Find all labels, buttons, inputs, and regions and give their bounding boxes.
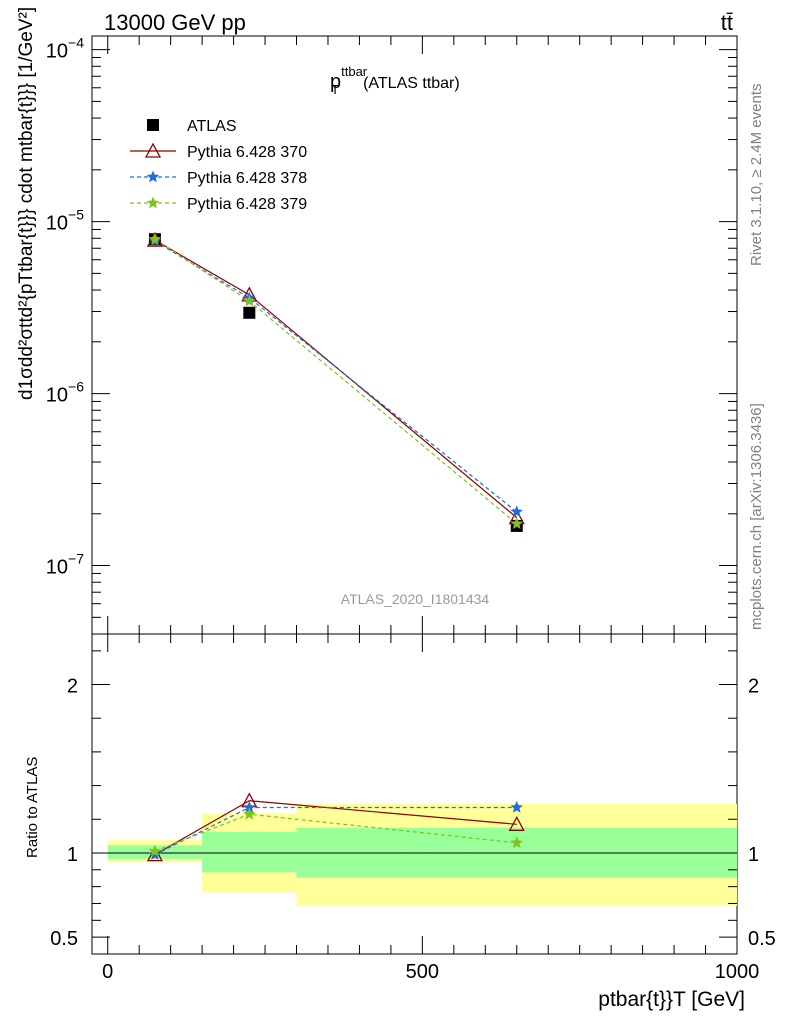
ratio-point-s1-2 xyxy=(508,815,525,831)
rivet-version-label: Rivet 3.1.10, ≥ 2.4M events xyxy=(748,84,765,267)
header-energy-label: 13000 GeV pp xyxy=(104,10,246,35)
main-point-s3-1 xyxy=(243,294,256,307)
x-tick-label: 0 xyxy=(102,961,113,983)
legend-label-3: Pythia 6.428 379 xyxy=(187,196,307,213)
main-line-2 xyxy=(154,240,518,513)
header-process-label: tt̄ xyxy=(721,10,733,35)
ratio-plot-frame xyxy=(91,633,738,955)
legend-label-1: Pythia 6.428 370 xyxy=(187,144,307,161)
ratio-y-tick-label-right: 1 xyxy=(748,844,759,866)
main-series-group xyxy=(146,231,525,532)
ratio-uncertainty-bands xyxy=(107,804,737,906)
analysis-watermark: ATLAS_2020_I1801434 xyxy=(341,591,490,607)
ratio-point-s3-0 xyxy=(148,844,162,857)
y-axis-title: d1σdd²σttd²{pTtbar{t}}} cdot mtbar{t}}} … xyxy=(16,7,37,400)
main-point-s3-2 xyxy=(510,517,523,529)
x-ticks xyxy=(107,36,738,954)
ratio-y-tick-label: 1 xyxy=(67,844,78,866)
main-line-3 xyxy=(154,238,518,525)
ratio-y-tick-label: 0.5 xyxy=(50,928,78,950)
ratio-axis-title: Ratio to ATLAS xyxy=(24,757,41,858)
main-point-s0-1 xyxy=(243,306,256,319)
legend-marker-2 xyxy=(146,170,160,183)
legend-marker-1 xyxy=(144,142,162,158)
main-line-1 xyxy=(154,239,518,519)
ratio-y-ticks xyxy=(92,650,737,938)
legend-label-0: ATLAS xyxy=(187,118,237,135)
main-y-ticks xyxy=(92,49,737,635)
x-tick-label: 1000 xyxy=(715,961,760,983)
main-y-tick-label: 10−7 xyxy=(46,551,84,579)
x-tick-label: 500 xyxy=(406,961,439,983)
plot-title: pttbar T (ATLAS ttbar) xyxy=(330,64,460,97)
main-y-tick-label: 10−6 xyxy=(46,379,84,407)
main-y-tick-label: 10−5 xyxy=(46,207,84,235)
x-axis-title: ptbar{t}}T [GeV] xyxy=(598,988,745,1011)
band-green-1 xyxy=(202,831,297,873)
ratio-y-tick-label-right: 2 xyxy=(748,676,759,698)
legend-marker-0 xyxy=(147,119,159,131)
ratio-y-tick-label: 2 xyxy=(67,676,78,698)
ratio-point-s2-2 xyxy=(510,801,523,813)
ratio-y-tick-label-right: 0.5 xyxy=(748,928,776,950)
main-point-s3-0 xyxy=(148,232,162,245)
main-y-tick-labels: 10−7 10−6 10−5 10−4 xyxy=(46,35,84,579)
main-y-tick-label: 10−4 xyxy=(46,35,84,63)
x-tick-labels: 0 500 1000 xyxy=(102,961,759,983)
source-label: mcplots.cern.ch [arXiv:1306.3436] xyxy=(748,403,765,630)
ratio-point-s3-1 xyxy=(243,807,256,820)
ratio-point-s2-1 xyxy=(243,801,256,813)
legend: ATLAS Pythia 6.428 370 Pythia 6.428 378 Pyt… xyxy=(130,118,307,213)
ratio-point-s3-2 xyxy=(510,836,523,849)
legend-label-2: Pythia 6.428 378 xyxy=(187,170,307,187)
ratio-line-1 xyxy=(154,800,517,856)
legend-marker-3 xyxy=(146,196,160,209)
ratio-series-group xyxy=(146,792,525,862)
ratio-y-tick-labels: 0.5 0.5 1 1 2 2 xyxy=(50,676,776,951)
main-point-s2-2 xyxy=(510,505,523,518)
